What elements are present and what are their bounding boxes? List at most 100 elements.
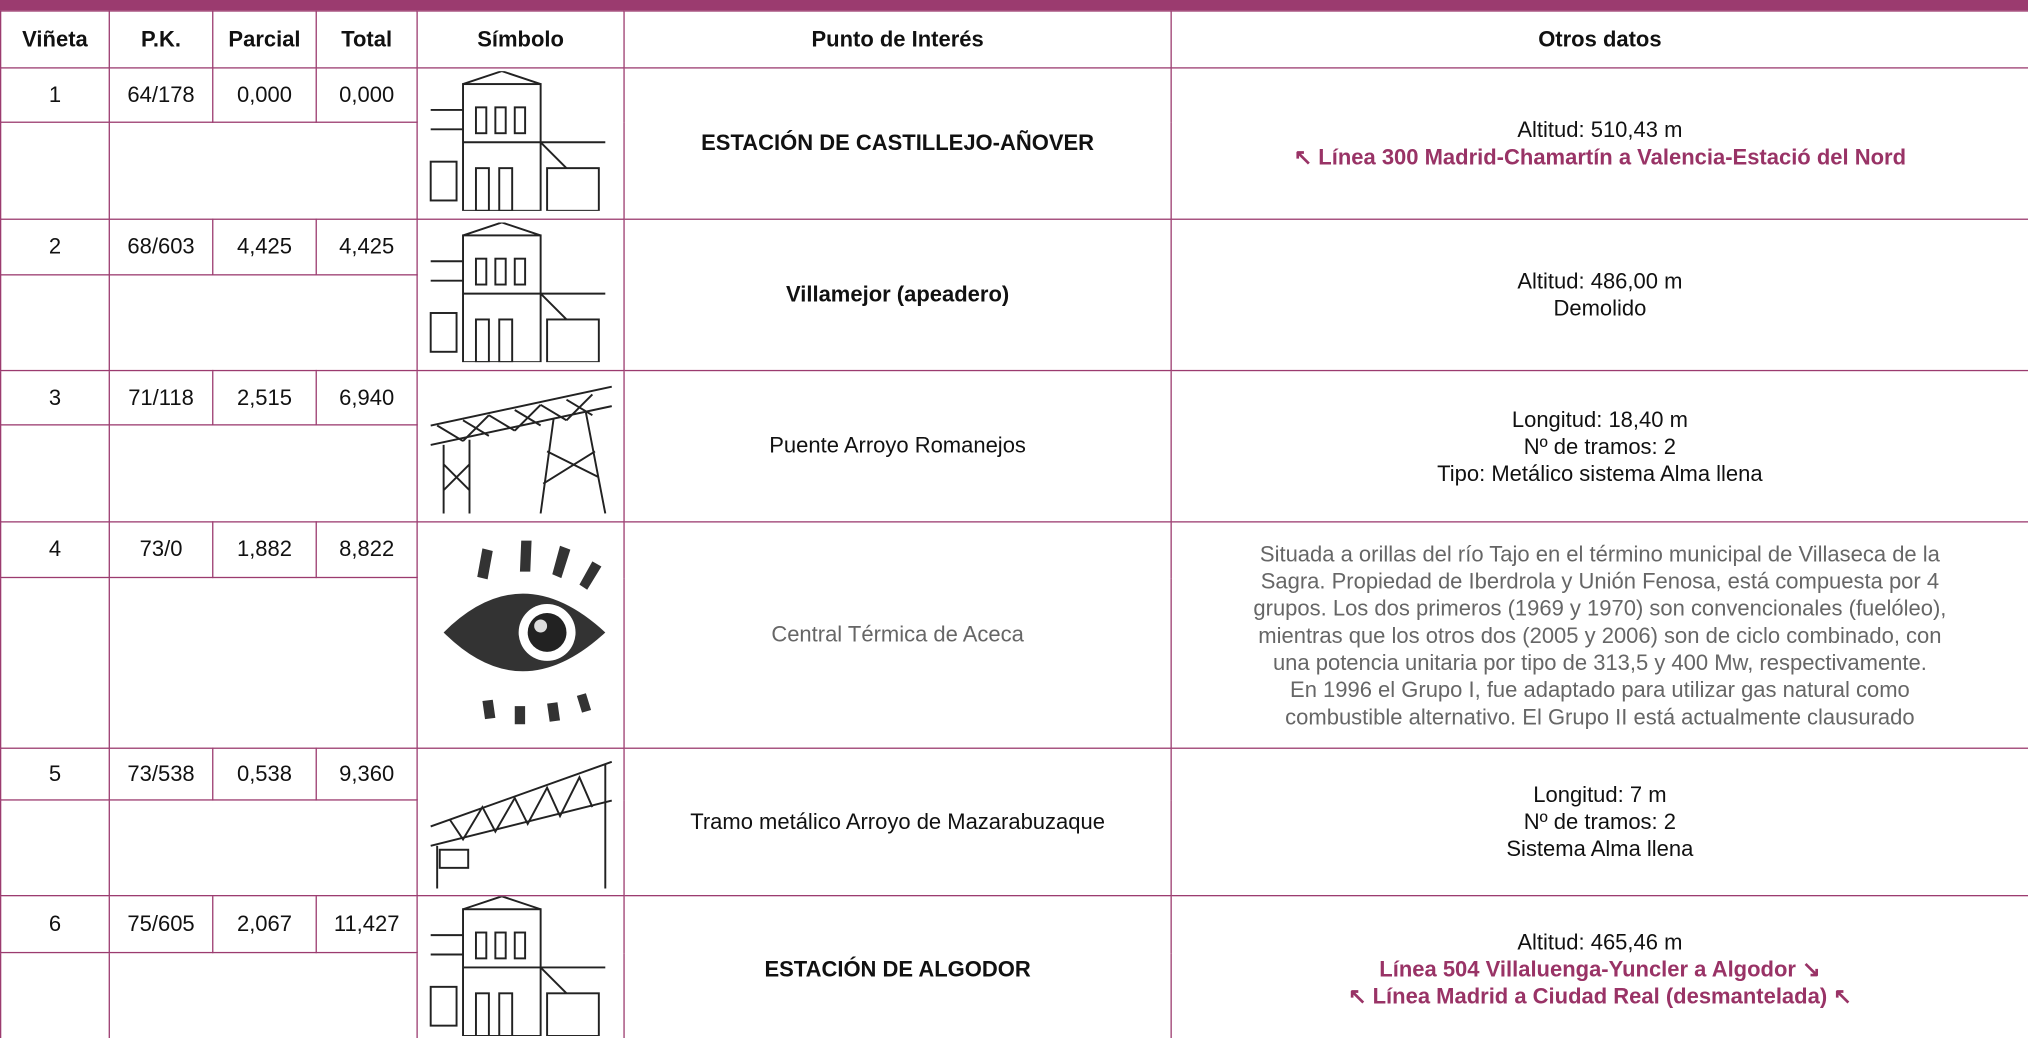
line-link[interactable]: ↖ Línea 300 Madrid-Chamartín a Valencia-…: [1293, 144, 1907, 170]
parcial-cell: 0,000: [212, 67, 317, 123]
row-extra: [0, 799, 2028, 897]
symbol-cell: [416, 521, 625, 749]
table-body: 1 64/178 0,000 0,000 ESTACIÓN DE CASTILLEJO-…: [0, 67, 2028, 1038]
detail-line: Sagra. Propiedad de Iberdrola y Unión Fe…: [1260, 568, 1940, 594]
total-cell: 8,822: [315, 521, 418, 579]
poi-name: ESTACIÓN DE CASTILLEJO-AÑOVER: [701, 130, 1095, 156]
row-extra: [0, 121, 2028, 220]
detail-line: En 1996 el Grupo I, fue adaptado para ut…: [1290, 677, 1910, 702]
vineta-cell: 4: [0, 521, 110, 579]
row-extra: [0, 274, 2028, 372]
details-cell: Longitud: 7 m Nº de tramos: 2 Sistema Alma…: [1170, 747, 2028, 897]
poi-name: Villamejor (apeadero): [785, 281, 1010, 307]
total-cell: 0,000: [315, 67, 418, 123]
parcial-cell: 2,515: [212, 369, 317, 426]
row: 6 75/605 2,067 11,427 ESTACIÓN DE ALGODOR Alt…: [0, 895, 2028, 1038]
pk-cell: 73/0: [108, 521, 214, 579]
detail-line: Nº de tramos: 2: [1523, 809, 1677, 835]
header-cell: Símbolo: [416, 10, 625, 69]
header-cell: Parcial: [212, 10, 317, 69]
row: 5 73/538 0,538 9,360 Tramo metálico Arroyo d…: [0, 747, 2028, 897]
empty-cell: [108, 274, 418, 372]
parcial-cell: 1,882: [212, 521, 317, 579]
pk-cell: 64/178: [108, 67, 214, 123]
empty-cell: [0, 121, 110, 220]
symbol-cell: [416, 747, 625, 897]
detail-line: Demolido: [1553, 296, 1647, 321]
detail-line: Tipo: Metálico sistema Alma llena: [1437, 461, 1763, 486]
poi-name: Tramo metálico Arroyo de Mazarabuzaque: [690, 809, 1105, 834]
details-cell: Longitud: 18,40 m Nº de tramos: 2 Tipo: Me…: [1170, 369, 2028, 523]
poi-cell: ESTACIÓN DE CASTILLEJO-AÑOVER: [623, 67, 1172, 220]
row-extra: [0, 424, 2028, 523]
row: 1 64/178 0,000 0,000 ESTACIÓN DE CASTILLEJO-…: [0, 67, 2028, 220]
detail-line: Longitud: 7 m: [1533, 782, 1667, 808]
line-link[interactable]: ↖ Línea Madrid a Ciudad Real (desmantela…: [1348, 984, 1852, 1009]
pk-cell: 73/538: [108, 747, 214, 801]
detail-line: Sistema Alma llena: [1506, 836, 1694, 862]
empty-cell: [0, 951, 110, 1038]
header-row: Viñeta P.K. Parcial Total Símbolo Punto de In…: [0, 10, 2028, 69]
detail-line: mientras que los otros dos (2005 y 2006)…: [1258, 622, 1942, 648]
empty-cell: [0, 576, 110, 749]
symbol-cell: [416, 369, 625, 523]
detail-line: Situada a orillas del río Tajo en el tér…: [1259, 541, 1940, 566]
header-cell: P.K.: [108, 10, 214, 69]
poi-cell: Central Térmica de Aceca: [623, 521, 1172, 749]
total-cell: 4,425: [315, 218, 418, 276]
row: 2 68/603 4,425 4,425 Villamejor (apeadero) Al…: [0, 218, 2028, 372]
parcial-cell: 4,425: [212, 218, 317, 276]
detail-line: una potencia unitaria por tipo de 313,5 …: [1272, 649, 1927, 675]
pk-cell: 68/603: [108, 218, 214, 276]
top-bar: [0, 0, 2028, 11]
symbol-icon: [429, 220, 605, 363]
total-cell: 9,360: [315, 747, 418, 801]
empty-cell: [108, 799, 418, 897]
empty-cell: [108, 121, 418, 220]
empty-cell: [108, 951, 418, 1038]
empty-cell: [0, 799, 110, 897]
empty-cell: [108, 576, 418, 749]
row: 4 73/0 1,882 8,822 Central Térmica de Aceca S…: [0, 521, 2028, 749]
poi-cell: Villamejor (apeadero): [623, 218, 1172, 372]
poi-name: Puente Arroyo Romanejos: [769, 433, 1026, 458]
pk-cell: 75/605: [108, 895, 214, 954]
line-link[interactable]: Línea 504 Villaluenga-Yuncler a Algodor …: [1379, 957, 1821, 982]
vineta-cell: 3: [0, 369, 110, 426]
details-cell: Altitud: 486,00 m Demolido: [1170, 218, 2028, 372]
empty-cell: [108, 424, 418, 523]
poi-name: ESTACIÓN DE ALGODOR: [764, 956, 1031, 982]
detail-line: Nº de tramos: 2: [1523, 433, 1677, 459]
symbol-icon: [429, 385, 612, 514]
route-table: Viñeta P.K. Parcial Total Símbolo Punto de In…: [0, 10, 2028, 1038]
header-cell: Viñeta: [0, 10, 110, 69]
detail-line: Altitud: 486,00 m: [1517, 269, 1683, 294]
details-cell: Altitud: 465,46 m Línea 504 Villaluenga-Y…: [1170, 895, 2028, 1038]
details-cell: Altitud: 510,43 m ↖ Línea 300 Madrid-Cham…: [1170, 67, 2028, 220]
pk-cell: 71/118: [108, 369, 214, 426]
symbol-cell: [416, 67, 625, 220]
empty-cell: [0, 274, 110, 372]
poi-cell: ESTACIÓN DE ALGODOR: [623, 895, 1172, 1038]
detail-line: grupos. Los dos primeros (1969 y 1970) s…: [1253, 595, 1947, 621]
vineta-cell: 6: [0, 895, 110, 954]
header-cell: Otros datos: [1170, 10, 2028, 69]
poi-cell: Puente Arroyo Romanejos: [623, 369, 1172, 523]
symbol-icon: [442, 539, 605, 724]
poi-cell: Tramo metálico Arroyo de Mazarabuzaque: [623, 747, 1172, 897]
symbol-cell: [416, 218, 625, 372]
symbol-icon: [429, 760, 612, 889]
poi-name: Central Térmica de Aceca: [771, 622, 1024, 647]
parcial-cell: 2,067: [212, 895, 317, 954]
header-cell: Total: [315, 10, 418, 69]
vineta-cell: 1: [0, 67, 110, 123]
header-cell: Punto de Interés: [623, 10, 1172, 69]
total-cell: 11,427: [315, 895, 418, 954]
detail-line: combustible alternativo. El Grupo II est…: [1285, 704, 1915, 729]
row-extra: [0, 951, 2028, 1038]
details-cell: Situada a orillas del río Tajo en el tér…: [1170, 521, 2028, 749]
symbol-cell: [416, 895, 625, 1038]
symbol-icon: [429, 896, 605, 1037]
parcial-cell: 0,538: [212, 747, 317, 801]
